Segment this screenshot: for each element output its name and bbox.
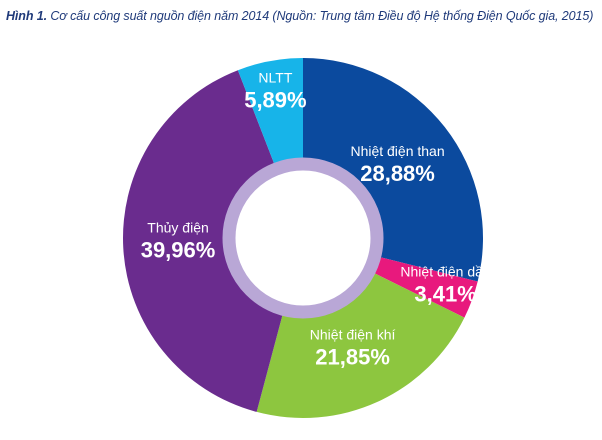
slice-renewable xyxy=(237,58,303,164)
slice-hydro xyxy=(122,70,283,412)
slice-oil-name: Nhiệt điện dầu xyxy=(400,264,490,280)
center-ring xyxy=(222,157,384,319)
slice-hydro-value: 39,96% xyxy=(141,237,216,262)
figure-caption: Hình 1. Cơ cấu công suất nguồn điện năm … xyxy=(6,9,600,23)
slice-coal xyxy=(303,58,483,282)
slice-coal-name: Nhiệt điện than xyxy=(350,143,444,159)
slice-gas-name: Nhiệt điện khí xyxy=(310,326,396,342)
slice-gas-value: 21,85% xyxy=(315,344,390,369)
slice-renewable-name: NLTT xyxy=(258,70,292,86)
slice-gas xyxy=(256,273,465,418)
slice-renewable-value: 5,89% xyxy=(244,88,306,113)
slice-coal-value: 28,88% xyxy=(360,161,435,186)
center-hole xyxy=(236,171,370,305)
donut-slices xyxy=(122,58,483,418)
figure-label: Hình 1. xyxy=(6,9,47,23)
figure-caption-text: Cơ cấu công suất nguồn điện năm 2014 (Ng… xyxy=(50,9,594,23)
slice-hydro-name: Thủy điện xyxy=(147,219,208,235)
slice-oil xyxy=(374,257,478,318)
slice-oil-value: 3,41% xyxy=(414,282,476,307)
slice-labels: Nhiệt điện than 28,88% Nhiệt điện dầu 3,41%… xyxy=(141,70,491,370)
